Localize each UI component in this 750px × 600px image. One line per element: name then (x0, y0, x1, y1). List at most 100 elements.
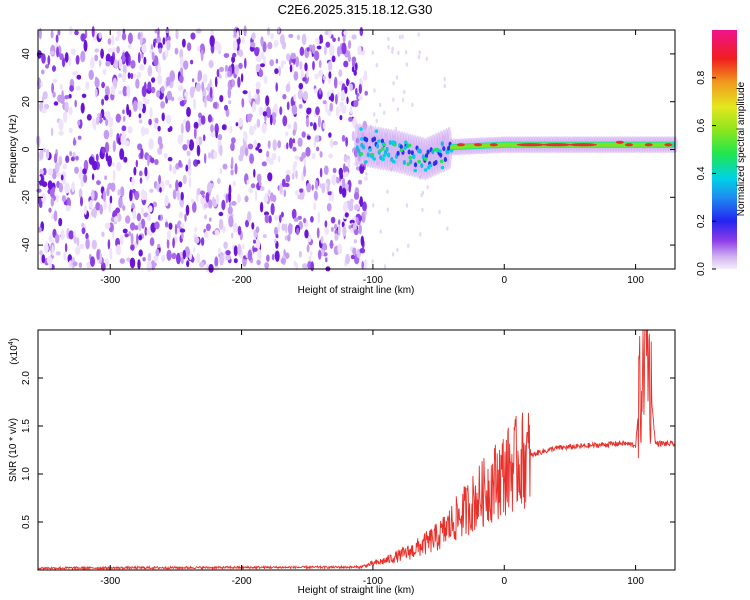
noise-speckle (142, 257, 146, 262)
noise-speckle (186, 150, 191, 157)
noise-speckle (386, 207, 389, 212)
noise-speckle (50, 197, 55, 207)
signal-band (426, 149, 430, 155)
noise-speckle (71, 181, 75, 193)
noise-speckle (349, 219, 355, 224)
noise-speckle (338, 69, 343, 77)
noise-speckle (115, 36, 120, 42)
signal-band (434, 160, 438, 165)
noise-speckle (243, 25, 247, 37)
noise-speckle (328, 153, 334, 159)
noise-speckle (63, 251, 67, 261)
noise-speckle (328, 132, 332, 138)
noise-speckle (353, 239, 357, 244)
noise-speckle (164, 221, 169, 228)
signal-band (421, 154, 425, 160)
noise-speckle (200, 237, 205, 246)
noise-speckle (254, 93, 258, 100)
noise-speckle (358, 224, 363, 235)
noise-speckle (122, 109, 125, 115)
noise-speckle (120, 186, 125, 198)
noise-speckle (184, 91, 189, 98)
noise-speckle (387, 45, 390, 50)
noise-speckle (296, 34, 301, 41)
signal-band (365, 137, 369, 143)
noise-speckle (138, 113, 142, 119)
noise-speckle (334, 233, 339, 241)
noise-speckle (47, 168, 54, 176)
noise-speckle (234, 64, 239, 75)
noise-speckle (359, 26, 364, 37)
noise-speckle (163, 152, 168, 159)
noise-speckle (256, 118, 261, 128)
noise-speckle (350, 254, 355, 260)
noise-speckle (133, 73, 136, 79)
noise-speckle (266, 254, 270, 262)
noise-speckle (190, 59, 194, 65)
noise-speckle (214, 229, 220, 236)
noise-speckle (69, 26, 73, 36)
noise-speckle (166, 249, 172, 261)
noise-speckle (227, 70, 231, 78)
noise-speckle (294, 190, 299, 196)
noise-speckle (150, 157, 155, 164)
colorbar-label: Normalized spectral amplitude (736, 81, 747, 216)
noise-speckle (269, 59, 275, 67)
noise-speckle (231, 137, 236, 144)
noise-speckle (329, 239, 334, 249)
noise-speckle (397, 50, 400, 56)
noise-speckle (131, 176, 135, 186)
noise-speckle (238, 62, 243, 69)
spectrogram-x-tick-label: -300 (100, 275, 120, 286)
noise-speckle (349, 198, 354, 204)
noise-speckle (128, 231, 132, 237)
noise-speckle (349, 83, 353, 92)
signal-speckle (382, 142, 387, 147)
noise-speckle (180, 222, 185, 228)
snr-x-tick-label: -200 (232, 576, 252, 587)
noise-speckle (258, 148, 263, 153)
noise-speckle (284, 182, 290, 188)
noise-speckle (65, 155, 70, 163)
noise-speckle (214, 256, 219, 268)
signal-band (385, 146, 389, 152)
noise-speckle (91, 189, 95, 202)
noise-speckle (306, 68, 309, 79)
noise-speckle (267, 140, 271, 149)
noise-speckle (179, 74, 184, 84)
noise-speckle (238, 49, 244, 57)
signal-speckle (399, 148, 404, 153)
noise-speckle (253, 123, 257, 131)
noise-speckle (115, 113, 122, 123)
colorbar-tick-label: 0.6 (696, 118, 707, 132)
noise-speckle (177, 134, 183, 145)
noise-speckle (320, 236, 324, 244)
signal-band (396, 150, 400, 156)
noise-speckle (277, 222, 281, 233)
signal-speckle (391, 140, 396, 144)
noise-speckle (315, 37, 320, 45)
noise-speckle (64, 101, 69, 113)
noise-speckle (64, 243, 68, 253)
noise-speckle (250, 183, 256, 189)
noise-speckle (234, 163, 238, 175)
noise-speckle (354, 62, 358, 71)
noise-speckle (260, 36, 264, 47)
snr-y-tick-label: 0.5 (21, 515, 32, 529)
noise-speckle (398, 35, 402, 40)
noise-speckle (283, 189, 287, 198)
signal-band (366, 152, 370, 158)
spectrogram-y-tick-label: 20 (21, 96, 32, 108)
noise-speckle (307, 135, 311, 140)
noise-speckle (157, 125, 161, 132)
noise-speckle (341, 187, 347, 198)
noise-speckle (277, 155, 281, 163)
noise-speckle (230, 142, 235, 152)
noise-speckle (343, 163, 346, 173)
noise-speckle (138, 170, 143, 177)
noise-speckle (68, 127, 73, 134)
noise-speckle (301, 131, 306, 138)
signal-band (372, 136, 377, 142)
noise-speckle (286, 142, 289, 150)
noise-speckle (443, 83, 446, 89)
